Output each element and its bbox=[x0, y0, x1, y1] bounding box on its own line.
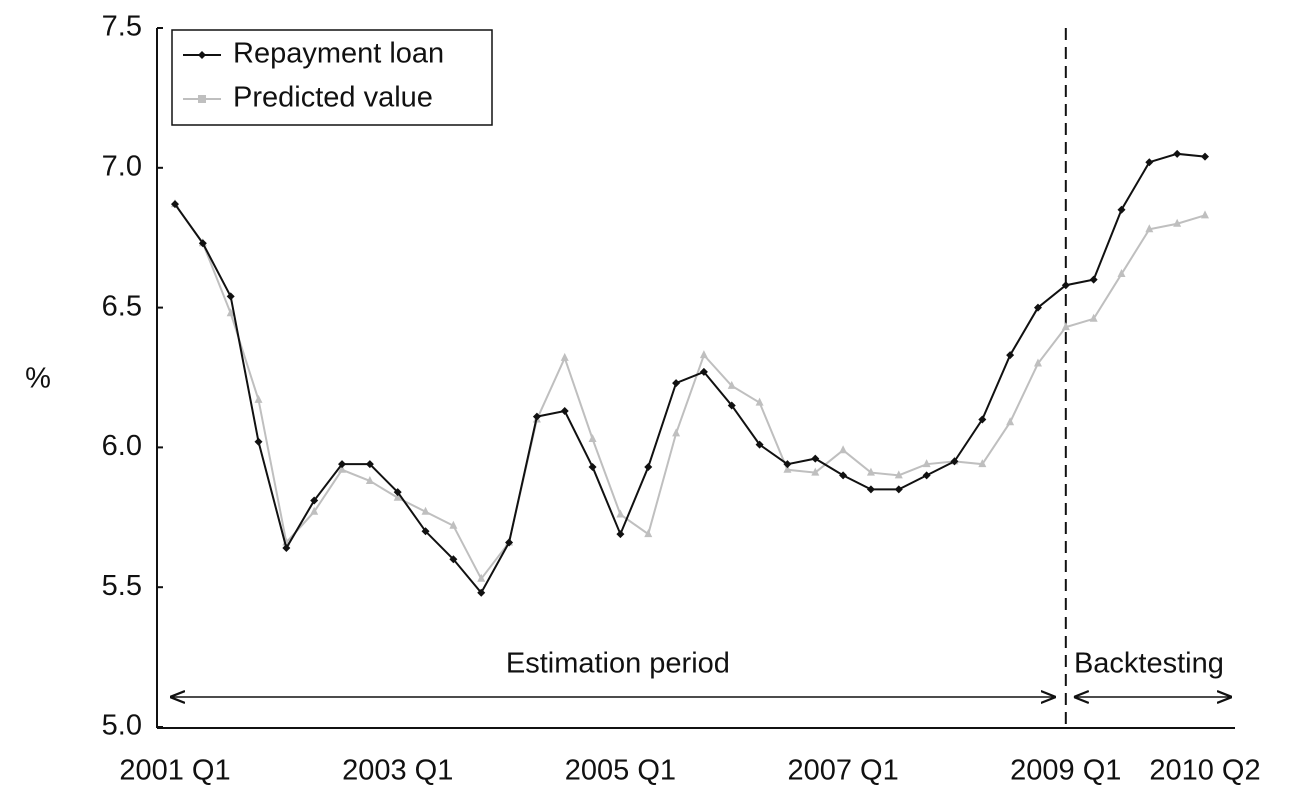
series-line bbox=[174, 203, 1206, 581]
point bbox=[727, 401, 736, 410]
x-tick-label: 2003 Q1 bbox=[342, 755, 453, 787]
series-line bbox=[174, 152, 1206, 595]
point bbox=[171, 200, 179, 209]
point bbox=[365, 460, 374, 469]
point bbox=[866, 467, 875, 476]
x-tick-label: 2010 Q2 bbox=[1149, 755, 1260, 787]
point bbox=[1006, 351, 1015, 360]
point bbox=[699, 350, 708, 359]
point bbox=[1145, 224, 1154, 233]
point bbox=[226, 308, 235, 317]
period-label: Estimation period bbox=[506, 648, 730, 680]
point bbox=[1117, 269, 1126, 278]
point bbox=[588, 434, 597, 443]
point bbox=[282, 544, 291, 553]
point bbox=[1006, 417, 1015, 426]
point bbox=[505, 538, 514, 547]
point bbox=[560, 407, 569, 416]
point bbox=[811, 467, 820, 476]
point bbox=[1117, 205, 1126, 214]
y-tick-label: 7.5 bbox=[102, 11, 142, 43]
point bbox=[254, 437, 263, 446]
point bbox=[1089, 275, 1098, 284]
x-tick-label: 2001 Q1 bbox=[119, 755, 230, 787]
point bbox=[477, 588, 486, 597]
point bbox=[560, 352, 569, 361]
point bbox=[310, 496, 319, 505]
point bbox=[365, 475, 374, 484]
point bbox=[588, 462, 597, 471]
point bbox=[755, 440, 764, 449]
point bbox=[894, 470, 903, 479]
y-tick-label: 5.0 bbox=[102, 710, 142, 742]
point bbox=[1061, 322, 1070, 331]
point bbox=[644, 529, 653, 538]
x-tick-label: 2009 Q1 bbox=[1010, 755, 1121, 787]
point bbox=[783, 460, 792, 469]
point bbox=[894, 485, 903, 494]
point bbox=[338, 464, 347, 473]
y-tick-label: 6.5 bbox=[102, 290, 142, 322]
point bbox=[978, 459, 987, 468]
point bbox=[254, 394, 263, 403]
point bbox=[699, 367, 708, 376]
period-label: Backtesting bbox=[1074, 648, 1224, 680]
point bbox=[922, 459, 931, 468]
point bbox=[1033, 358, 1042, 367]
x-tick-label: 2007 Q1 bbox=[787, 755, 898, 787]
point bbox=[1145, 158, 1154, 167]
point bbox=[866, 485, 875, 494]
legend-marker bbox=[198, 51, 206, 59]
point bbox=[1089, 313, 1098, 322]
point bbox=[672, 428, 681, 437]
point bbox=[198, 239, 207, 248]
legend-marker bbox=[198, 95, 206, 103]
point bbox=[1173, 218, 1182, 227]
point bbox=[1201, 210, 1209, 219]
point bbox=[1033, 303, 1042, 312]
point bbox=[839, 445, 848, 454]
point bbox=[839, 471, 848, 480]
y-axis-label: % bbox=[25, 363, 51, 395]
point bbox=[727, 380, 736, 389]
point bbox=[616, 509, 625, 518]
legend-label: Repayment loan bbox=[233, 38, 444, 70]
point bbox=[755, 397, 764, 406]
point bbox=[338, 460, 347, 469]
point bbox=[449, 555, 458, 564]
point bbox=[226, 292, 235, 301]
y-tick-label: 6.0 bbox=[102, 430, 142, 462]
legend-box bbox=[171, 29, 493, 126]
point bbox=[310, 506, 319, 515]
point bbox=[477, 573, 486, 582]
point bbox=[950, 457, 959, 466]
point bbox=[783, 464, 792, 473]
point bbox=[393, 492, 402, 501]
point bbox=[449, 520, 458, 529]
y-tick-label: 5.5 bbox=[102, 570, 142, 602]
x-tick-label: 2005 Q1 bbox=[565, 755, 676, 787]
y-tick-label: 7.0 bbox=[102, 150, 142, 182]
point bbox=[616, 530, 625, 539]
point bbox=[922, 471, 931, 480]
point bbox=[1201, 152, 1209, 161]
point bbox=[421, 527, 430, 536]
point bbox=[811, 454, 820, 463]
point bbox=[421, 506, 430, 515]
point bbox=[644, 462, 653, 471]
point bbox=[393, 488, 402, 497]
point bbox=[672, 379, 681, 388]
point bbox=[1173, 149, 1182, 158]
point bbox=[1061, 281, 1070, 290]
point bbox=[978, 415, 987, 424]
legend-label: Predicted value bbox=[233, 82, 433, 114]
point bbox=[532, 412, 541, 421]
